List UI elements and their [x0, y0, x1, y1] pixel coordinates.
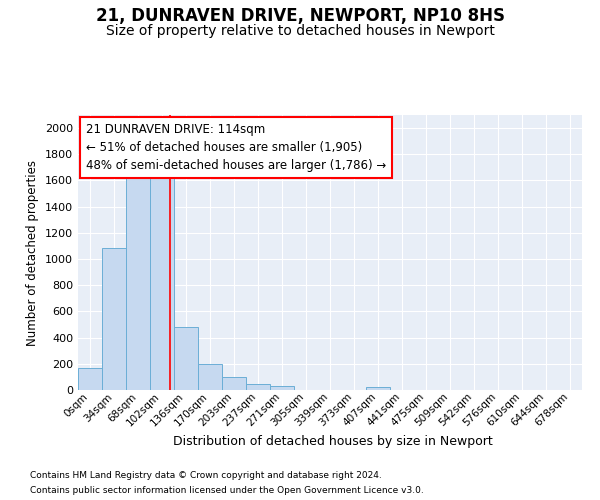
Text: Contains HM Land Registry data © Crown copyright and database right 2024.: Contains HM Land Registry data © Crown c… — [30, 471, 382, 480]
Text: 21, DUNRAVEN DRIVE, NEWPORT, NP10 8HS: 21, DUNRAVEN DRIVE, NEWPORT, NP10 8HS — [95, 8, 505, 26]
Bar — [102, 248, 126, 390]
Bar — [174, 327, 198, 390]
Bar — [222, 377, 246, 390]
Text: Distribution of detached houses by size in Newport: Distribution of detached houses by size … — [173, 435, 493, 448]
Bar — [150, 176, 174, 390]
Bar — [198, 364, 222, 390]
Y-axis label: Number of detached properties: Number of detached properties — [26, 160, 40, 346]
Bar — [246, 384, 270, 390]
Bar — [126, 177, 150, 390]
Bar — [78, 368, 102, 390]
Text: Contains public sector information licensed under the Open Government Licence v3: Contains public sector information licen… — [30, 486, 424, 495]
Text: 21 DUNRAVEN DRIVE: 114sqm
← 51% of detached houses are smaller (1,905)
48% of se: 21 DUNRAVEN DRIVE: 114sqm ← 51% of detac… — [86, 123, 386, 172]
Bar — [270, 386, 294, 390]
Bar — [366, 388, 390, 390]
Text: Size of property relative to detached houses in Newport: Size of property relative to detached ho… — [106, 24, 494, 38]
